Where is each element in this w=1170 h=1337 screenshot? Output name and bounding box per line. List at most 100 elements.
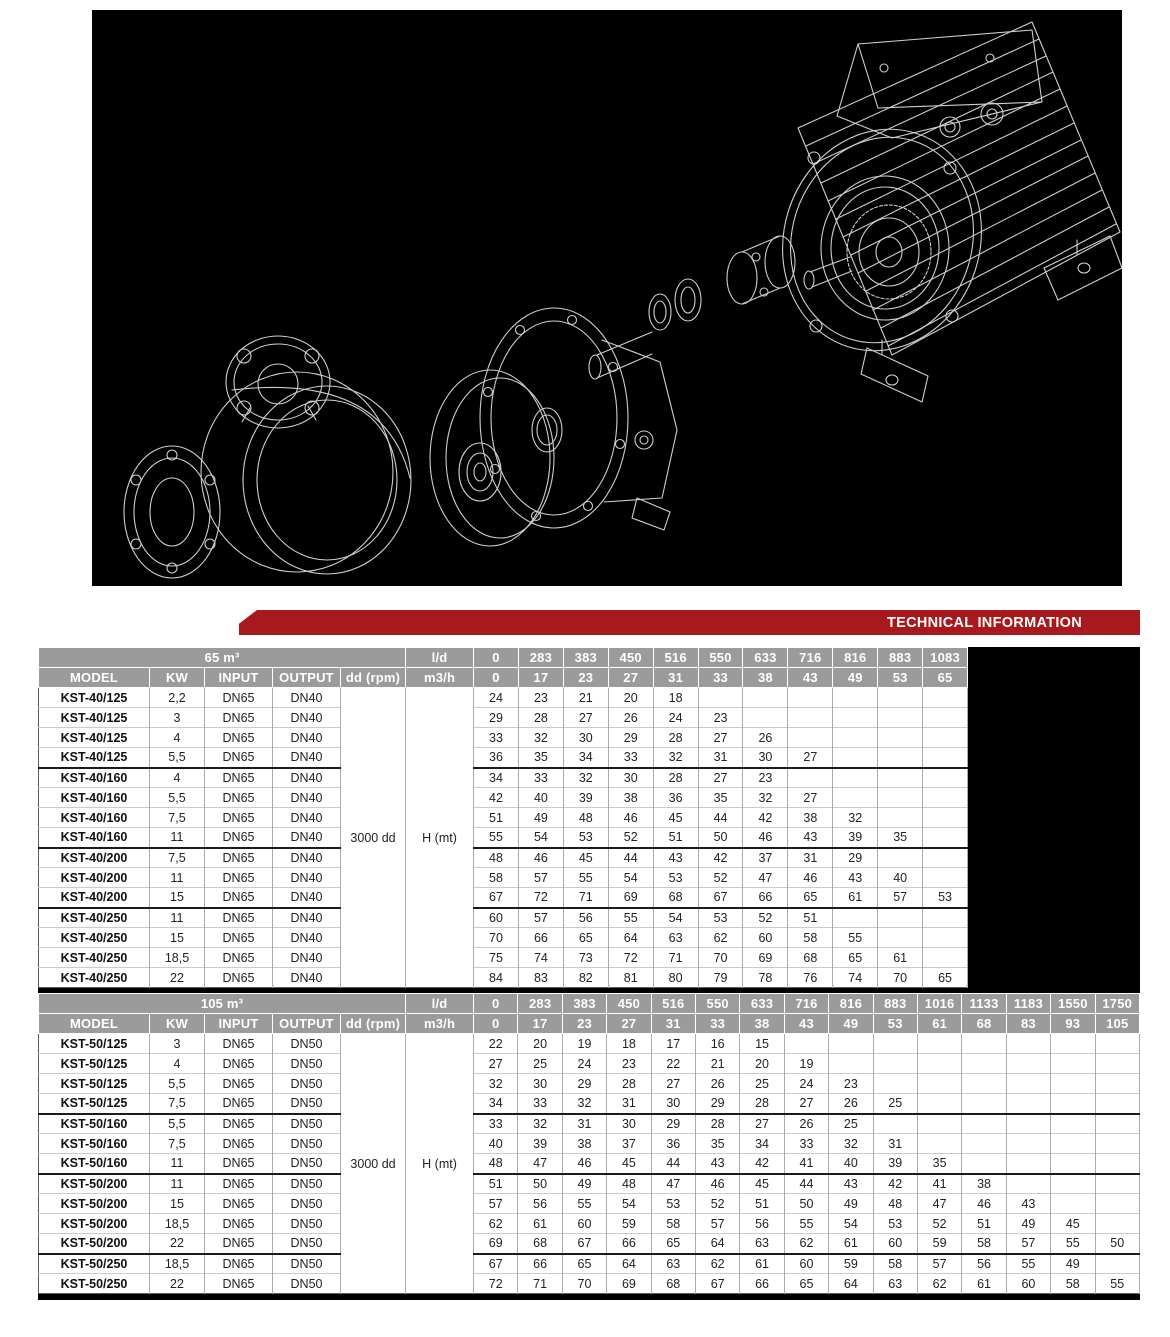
table-row: KST-40/160 5,5 DN65 DN40 42 40 39 38 36 35 32 27 [38, 787, 968, 808]
head-value-cell [1050, 1193, 1096, 1214]
head-value-cell: 34 [473, 766, 519, 788]
model-cell: KST-50/200 [38, 1193, 150, 1214]
head-value-cell: 27 [787, 787, 834, 808]
head-value-cell: 65 [784, 1273, 830, 1294]
head-value-cell: 36 [473, 747, 519, 768]
flow-m3h-value: 43 [787, 667, 834, 688]
head-value-cell: 67 [695, 1273, 741, 1294]
flow-ld-value: 0 [473, 647, 519, 668]
head-value-cell: 61 [961, 1273, 1007, 1294]
head-value-cell [1095, 1133, 1140, 1154]
head-value-cell: 51 [473, 807, 519, 828]
head-value-cell: 26 [742, 727, 789, 748]
head-value-cell: 51 [739, 1193, 785, 1214]
head-value-cell: 63 [653, 927, 699, 948]
flow-ld-value: 1550 [1050, 993, 1096, 1014]
head-value-cell: 27 [473, 1053, 519, 1074]
column-header: dd (rpm) [339, 667, 407, 688]
kw-cell: 18,5 [149, 1213, 205, 1234]
head-value-cell [877, 727, 924, 748]
head-value-cell [787, 766, 834, 788]
kw-cell: 4 [149, 1053, 205, 1074]
head-value-cell: 37 [606, 1133, 652, 1154]
head-value-cell [922, 787, 968, 808]
spec-table-kst40: 65 m³ l/d 0 283 383 450 516 550 633 716 816 883 1083… [37, 647, 968, 988]
head-value-cell [922, 846, 968, 868]
table-row: KST-50/160 11 DN65 DN50 48 47 46 45 44 43 42 41 40 39… [38, 1153, 1140, 1174]
column-header-row: MODEL KW INPUT OUTPUT dd (rpm) m3/h 0 17 23 27 31 3… [38, 667, 968, 688]
flow-m3h-value: 33 [694, 1013, 741, 1034]
kw-cell: 15 [149, 927, 205, 948]
head-value-cell: 59 [828, 1252, 874, 1274]
head-value-cell: 57 [695, 1213, 741, 1234]
head-value-cell: 52 [917, 1213, 963, 1234]
flow-ld-value: 550 [697, 647, 744, 668]
model-cell: KST-50/125 [38, 1033, 150, 1054]
table-row: KST-40/160 7,5 DN65 DN40 51 49 48 46 45 44 42 38 32 [38, 807, 968, 828]
head-value-cell [1095, 1193, 1140, 1214]
flow-m3h-value: 23 [561, 1013, 608, 1034]
head-value-cell: 43 [828, 1172, 874, 1194]
head-value-cell: 29 [651, 1112, 696, 1134]
column-header: dd (rpm) [339, 1013, 407, 1034]
head-value-cell: 60 [1006, 1273, 1052, 1294]
table-row: KST-40/200 15 DN65 DN40 67 72 71 69 68 67 66 65 61 57… [38, 887, 968, 908]
input-cell: DN65 [204, 1252, 273, 1274]
model-cell: KST-50/200 [38, 1172, 150, 1194]
head-value-cell [1095, 1112, 1140, 1134]
model-cell: KST-50/160 [38, 1133, 150, 1154]
head-value-cell [917, 1053, 963, 1074]
head-value-cell: 35 [518, 747, 564, 768]
head-value-cell: 48 [606, 1172, 652, 1194]
head-value-cell: 72 [473, 1273, 519, 1294]
head-value-cell: 26 [695, 1073, 741, 1094]
head-value-cell [832, 787, 879, 808]
pump-exploded-drawing [92, 10, 1122, 586]
head-value-cell [917, 1133, 963, 1154]
head-value-cell [922, 707, 968, 728]
input-cell: DN65 [204, 787, 273, 808]
flow-ld-value: 283 [517, 993, 563, 1014]
head-value-cell: 31 [873, 1133, 918, 1154]
head-value-cell: 65 [563, 927, 609, 948]
head-value-cell: 33 [784, 1133, 830, 1154]
input-cell: DN65 [204, 1093, 273, 1114]
kw-cell: 5,5 [149, 787, 205, 808]
input-cell: DN65 [204, 1172, 273, 1194]
output-cell: DN40 [272, 707, 341, 728]
input-cell: DN65 [204, 1213, 273, 1234]
head-value-cell: 34 [739, 1133, 785, 1154]
column-header: KW [149, 667, 205, 688]
shaft-coupling [588, 235, 853, 380]
head-value-cell: 69 [606, 1273, 652, 1294]
kw-cell: 11 [149, 906, 205, 928]
head-value-cell: 69 [473, 1233, 519, 1254]
head-value-cell: 17 [651, 1033, 696, 1054]
flow-ld-value: 383 [561, 993, 608, 1014]
head-value-cell: 19 [562, 1033, 608, 1054]
table-row: KST-50/200 15 DN65 DN50 57 56 55 54 53 52 51 50 49 48… [38, 1193, 1140, 1214]
head-value-cell [961, 1093, 1007, 1114]
head-value-cell: 60 [562, 1213, 608, 1234]
head-value-cell: 25 [873, 1093, 918, 1114]
head-value-cell: 51 [787, 906, 834, 928]
head-value-cell [1006, 1172, 1052, 1194]
output-cell: DN50 [272, 1053, 341, 1074]
head-value-cell: 30 [563, 727, 609, 748]
head-value-cell: 27 [787, 747, 834, 768]
flow-m3h-value: 23 [562, 667, 609, 688]
head-value-cell: 59 [917, 1233, 963, 1254]
head-value-cell [873, 1053, 918, 1074]
head-value-cell: 57 [877, 887, 924, 908]
head-value-cell: 80 [653, 967, 699, 988]
capacity-header: 65 m³ [37, 647, 407, 668]
flow-ld-value: 1016 [916, 993, 963, 1014]
head-value-cell: 27 [698, 766, 744, 788]
head-value-cell: 26 [608, 707, 654, 728]
head-value-cell: 49 [1006, 1213, 1052, 1234]
head-value-cell: 64 [828, 1273, 874, 1294]
head-value-cell: 58 [1050, 1273, 1096, 1294]
head-value-cell: 52 [695, 1193, 741, 1214]
head-value-cell: 36 [653, 787, 699, 808]
head-value-cell: 62 [784, 1233, 830, 1254]
